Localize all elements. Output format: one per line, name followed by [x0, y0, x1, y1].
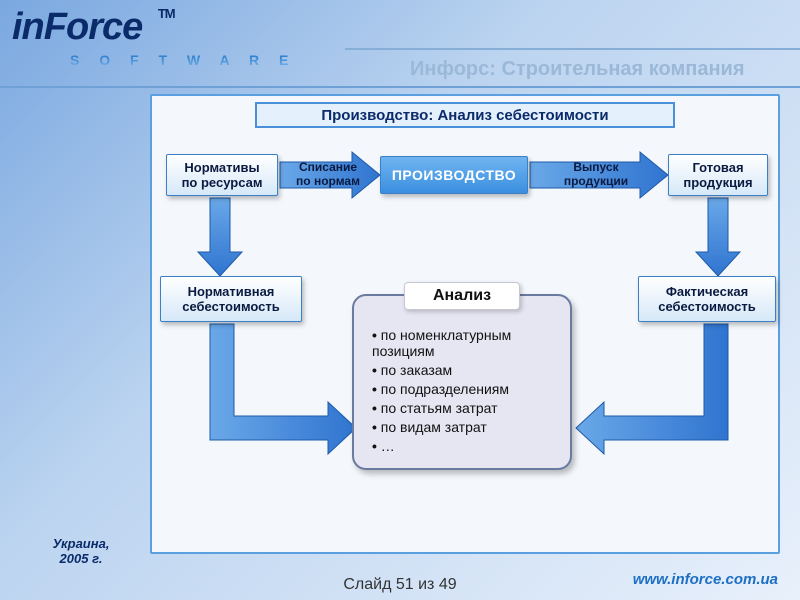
footer-location-line2: 2005 г.	[60, 551, 103, 566]
arrow-label-release: Выпуск продукции	[550, 160, 642, 188]
analysis-item: по видам затрат	[372, 419, 554, 435]
diagram-title: Производство: Анализ себестоимости	[255, 102, 675, 128]
footer-url: www.inforce.com.ua	[633, 571, 778, 588]
analysis-item: по номенклатурным позициям	[372, 327, 554, 359]
slide-number: Слайд 51 из 49	[343, 576, 456, 594]
logo-subtitle: S O F T W A R E	[70, 52, 296, 68]
footer-location-line1: Украина,	[53, 536, 110, 551]
node-output: Готовая продукция	[668, 154, 768, 196]
arrow-label-writeoff-text: Списание по нормам	[296, 160, 360, 188]
arrow-label-writeoff: Списание по нормам	[282, 160, 374, 188]
analysis-title: Анализ	[404, 282, 520, 310]
analysis-item: по статьям затрат	[372, 400, 554, 416]
node-fact-cost: Фактическая себестоимость	[638, 276, 776, 322]
node-norm-cost: Нормативная себестоимость	[160, 276, 302, 322]
logo: inForce TM	[12, 6, 175, 49]
node-normativy: Нормативы по ресурсам	[166, 154, 278, 196]
analysis-item: по подразделениям	[372, 381, 554, 397]
header-divider-top	[345, 48, 800, 50]
arrow-label-release-text: Выпуск продукции	[564, 160, 628, 188]
footer-location: Украина, 2005 г.	[36, 536, 126, 566]
logo-tm: TM	[158, 6, 175, 21]
header-divider	[0, 86, 800, 88]
logo-text: inForce	[12, 6, 142, 48]
analysis-panel: Анализ по номенклатурным позициямпо зака…	[352, 294, 572, 470]
analysis-item: по заказам	[372, 362, 554, 378]
analysis-item: …	[372, 438, 554, 454]
node-production: ПРОИЗВОДСТВО	[380, 156, 528, 194]
diagram-frame: Производство: Анализ себестоимости Списа…	[150, 94, 780, 554]
header-title: Инфорс: Строительная компания	[410, 58, 745, 81]
analysis-list: по номенклатурным позициям по заказам по п…	[372, 327, 554, 454]
